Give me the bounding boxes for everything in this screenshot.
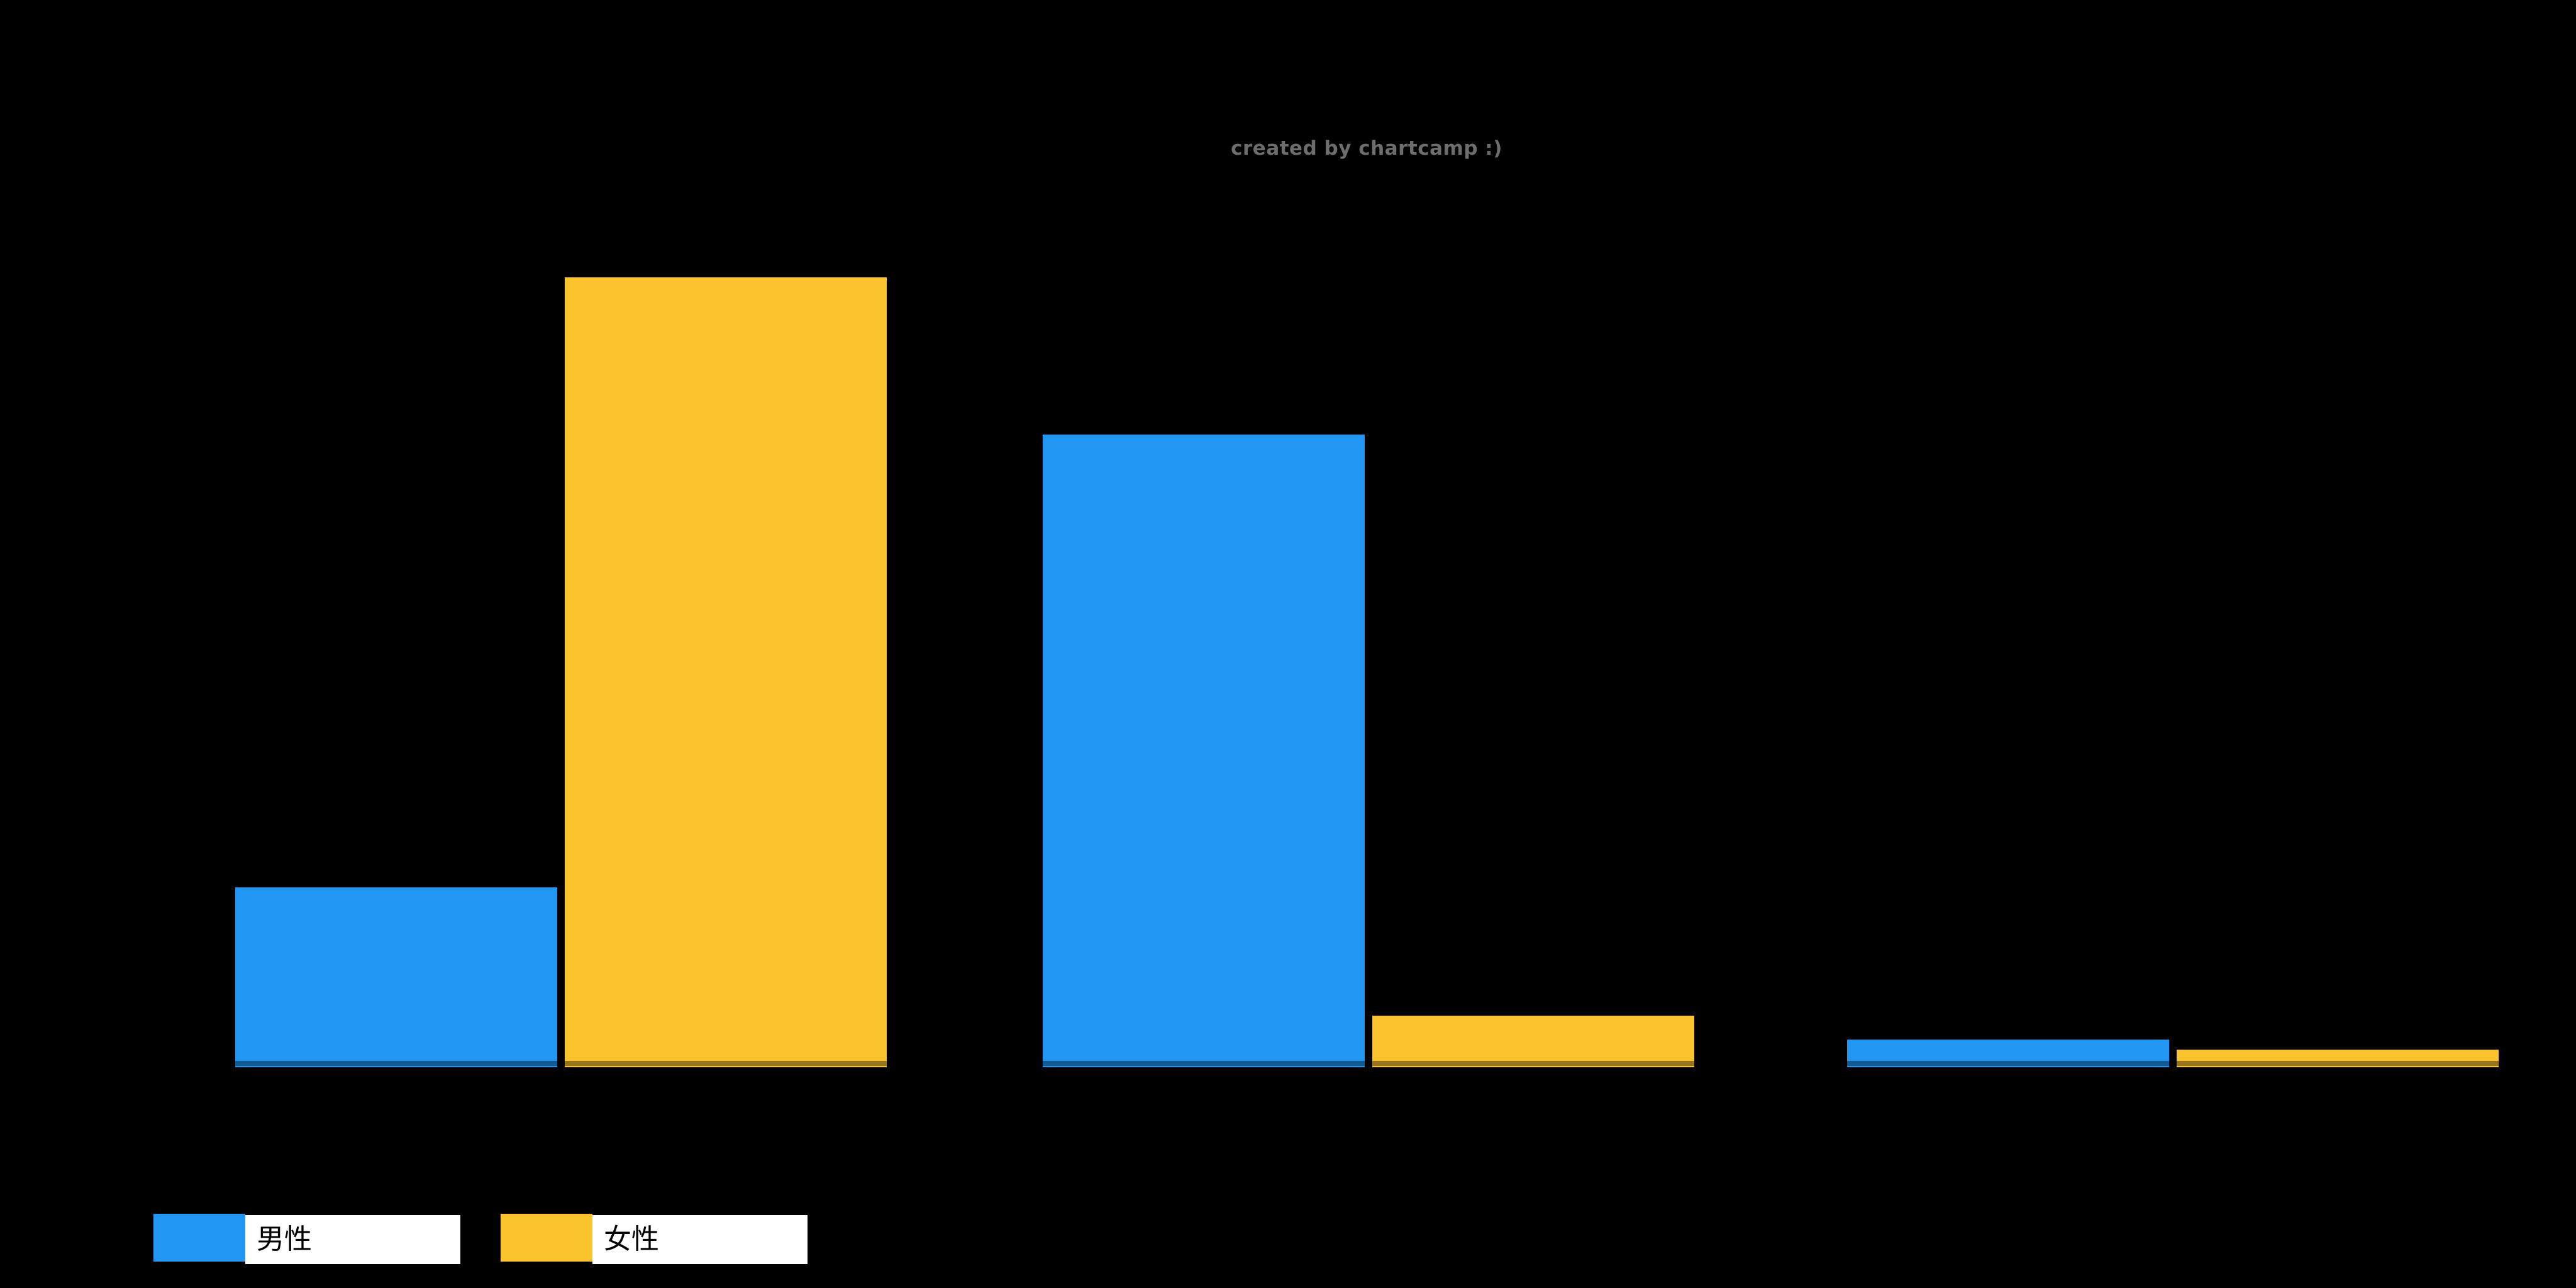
legend-label-female: 女性	[592, 1215, 808, 1264]
bar-female-group3	[2177, 1050, 2499, 1067]
bar-male-group3	[1847, 1040, 2169, 1067]
legend-swatch-female	[501, 1214, 592, 1262]
x-axis-baseline	[157, 1061, 2572, 1066]
bar-male-group1	[235, 887, 557, 1067]
legend-item-male: 男性	[153, 1214, 460, 1264]
legend-label-male: 男性	[245, 1215, 460, 1264]
bar-female-group2	[1372, 1016, 1694, 1067]
legend-item-female: 女性	[501, 1214, 808, 1264]
watermark-text: created by chartcamp :)	[1231, 137, 1502, 160]
bar-female-group1	[565, 277, 887, 1067]
bar-male-group2	[1043, 435, 1365, 1067]
legend-swatch-male	[153, 1214, 245, 1262]
